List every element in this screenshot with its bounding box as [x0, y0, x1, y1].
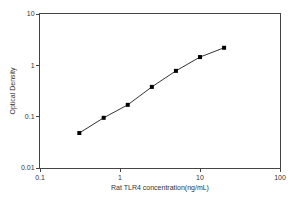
svg-text:Rat TLR4 concentration(ng/mL): Rat TLR4 concentration(ng/mL)	[111, 184, 209, 192]
svg-text:Optical Density: Optical Density	[9, 67, 17, 115]
svg-text:100: 100	[274, 174, 286, 181]
svg-text:0.1: 0.1	[25, 113, 35, 120]
svg-text:1: 1	[118, 174, 122, 181]
svg-text:10: 10	[196, 174, 204, 181]
svg-text:0.1: 0.1	[35, 174, 45, 181]
svg-text:0.01: 0.01	[21, 164, 35, 171]
svg-text:1: 1	[31, 62, 35, 69]
svg-text:10: 10	[27, 10, 35, 17]
